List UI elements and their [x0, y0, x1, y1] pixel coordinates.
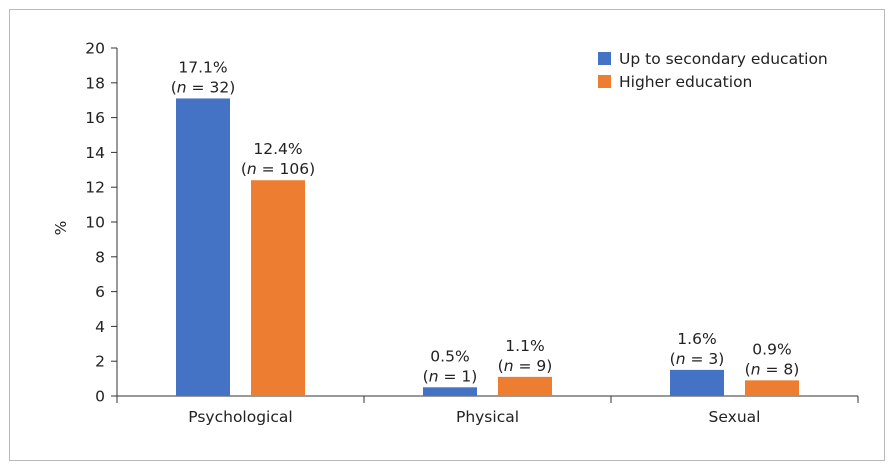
x-tick-label: Physical — [456, 408, 519, 426]
y-tick-label: 10 — [85, 214, 105, 232]
y-tick-label: 12 — [85, 179, 105, 197]
data-label-count-open: ( — [745, 360, 751, 378]
data-label-percent: 12.4% — [253, 140, 302, 158]
data-label-count: (n = 32) — [171, 78, 236, 96]
y-tick-label: 4 — [95, 318, 105, 336]
x-tick-label: Psychological — [188, 408, 292, 426]
data-label-count-value: = 106) — [257, 160, 315, 178]
legend-swatch — [598, 52, 611, 65]
data-label-count: (n = 1) — [423, 367, 478, 385]
bar — [251, 180, 305, 396]
data-label-percent: 0.9% — [752, 340, 791, 358]
bar — [423, 387, 477, 396]
legend-label: Higher education — [619, 73, 752, 91]
y-tick-label: 14 — [85, 144, 105, 162]
data-label-count-value: = 32) — [187, 78, 236, 96]
x-axis: Psychological Physical Sexual — [116, 395, 859, 426]
data-labels: 17.1%(n = 32)0.5%(n = 1)1.6%(n = 3)12.4%… — [171, 58, 800, 385]
bar — [670, 369, 724, 396]
y-tick-label: 6 — [95, 283, 105, 301]
y-tick-label: 0 — [95, 388, 105, 406]
data-label-percent: 1.1% — [505, 337, 544, 355]
legend-label: Up to secondary education — [619, 50, 828, 68]
data-label-count: (n = 8) — [745, 360, 800, 378]
y-tick-label: 2 — [95, 353, 105, 371]
y-tick-label: 8 — [95, 248, 105, 266]
data-label-count-open: ( — [670, 350, 676, 368]
y-tick-label: 20 — [85, 40, 105, 58]
data-label-count-open: ( — [498, 357, 504, 375]
bar — [745, 380, 799, 396]
data-label-count: (n = 3) — [670, 350, 725, 368]
data-label-percent: 0.5% — [430, 347, 469, 365]
data-label-count-n: n — [676, 350, 686, 368]
y-tick-label: 16 — [85, 109, 105, 127]
x-tick-label: Sexual — [709, 408, 761, 426]
bar — [176, 98, 230, 397]
data-label-count-n: n — [751, 360, 761, 378]
chart-frame — [9, 9, 885, 461]
bars — [176, 98, 799, 397]
data-label-count-n: n — [247, 160, 257, 178]
data-label-count-open: ( — [423, 367, 429, 385]
data-label-count-value: = 1) — [439, 367, 478, 385]
data-label-count-value: = 3) — [686, 350, 725, 368]
legend: Up to secondary education Higher educatio… — [598, 50, 828, 91]
data-label-count: (n = 106) — [241, 160, 315, 178]
legend-swatch — [598, 75, 611, 88]
data-label-count-n: n — [504, 357, 514, 375]
data-label-count-value: = 8) — [761, 360, 800, 378]
data-label-count-n: n — [429, 367, 439, 385]
data-label-count: (n = 9) — [498, 357, 553, 375]
data-label-count-n: n — [177, 78, 187, 96]
y-tick-label: 18 — [85, 74, 105, 92]
y-axis: 0 2 4 6 8 10 12 14 16 18 20 — [85, 40, 118, 406]
data-label-percent: 17.1% — [178, 58, 227, 76]
data-label-percent: 1.6% — [677, 330, 716, 348]
bar — [498, 376, 552, 396]
data-label-count-value: = 9) — [514, 357, 553, 375]
data-label-count-open: ( — [241, 160, 247, 178]
y-axis-label: % — [52, 221, 70, 236]
data-label-count-open: ( — [171, 78, 177, 96]
